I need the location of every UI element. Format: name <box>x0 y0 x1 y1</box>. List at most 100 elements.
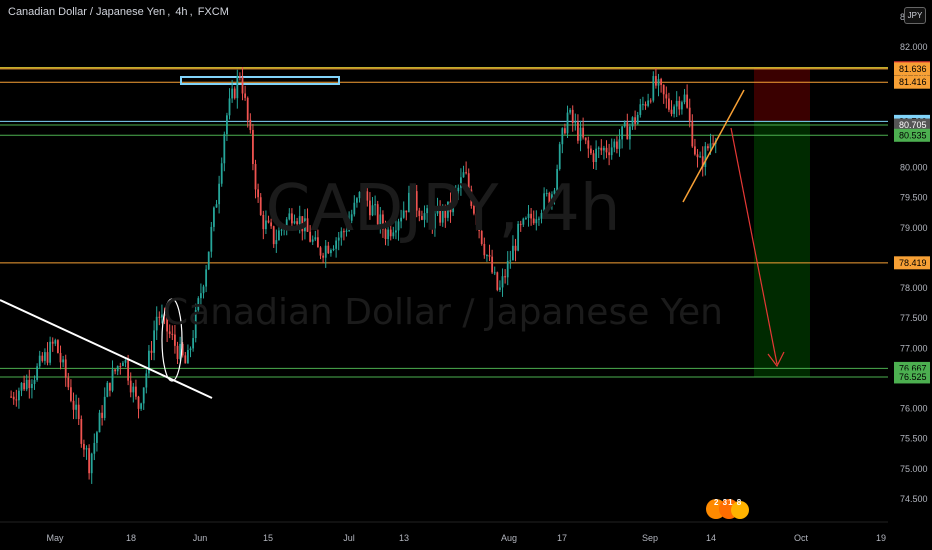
candle-body-206 <box>545 193 548 195</box>
candle-body-210 <box>556 169 559 191</box>
price-tick-9: 76.000 <box>900 404 928 414</box>
candle-body-12 <box>41 355 44 361</box>
candle-body-190 <box>504 276 507 278</box>
candle-body-231 <box>610 147 613 156</box>
candle-body-220 <box>582 127 585 138</box>
candle-body-165 <box>439 207 442 223</box>
candle-body-105 <box>283 228 286 230</box>
candle-body-198 <box>525 217 527 219</box>
price-tick-10: 75.500 <box>900 434 928 444</box>
candle-body-157 <box>418 210 421 217</box>
price-axis[interactable]: 82.00081.50080.50080.00079.50079.00078.0… <box>888 0 932 550</box>
candle-body-42 <box>119 366 122 368</box>
highlight-ellipse <box>161 298 183 382</box>
candle-body-134 <box>358 191 361 199</box>
candle-body-258 <box>681 102 683 110</box>
candle-body-211 <box>558 144 561 170</box>
time-axis[interactable]: May 18 Jun 15 Jul 13 Aug 17 Sep 14 Oct 19 <box>0 521 888 543</box>
candle-body-238 <box>629 126 631 140</box>
candle-body-224 <box>592 153 595 162</box>
candle-body-266 <box>701 156 704 168</box>
candle-body-214 <box>566 112 569 134</box>
time-tick-3: 15 <box>263 533 273 543</box>
candle-body-45 <box>127 360 130 381</box>
candle-body-28 <box>83 443 85 450</box>
price-tick-top: 8 <box>900 12 905 22</box>
candle-body-115 <box>309 231 312 242</box>
candle-body-138 <box>369 200 371 216</box>
candle-body-197 <box>522 218 525 225</box>
candle-body-98 <box>265 220 267 230</box>
time-tick-5: 13 <box>399 533 409 543</box>
price-tick-5: 79.000 <box>900 223 928 233</box>
candle-body-97 <box>262 214 265 230</box>
resistance-box <box>180 76 340 85</box>
candle-body-118 <box>317 237 319 248</box>
candle-body-32 <box>93 442 96 454</box>
candle-body-234 <box>618 139 621 149</box>
target-zone <box>754 121 810 377</box>
candle-body-17 <box>54 340 57 344</box>
candle-body-153 <box>408 192 410 213</box>
candle-body-63 <box>174 334 176 346</box>
time-tick-1: 18 <box>126 533 136 543</box>
candle-body-9 <box>33 379 36 384</box>
candle-body-173 <box>460 177 462 188</box>
candle-body-245 <box>647 100 650 106</box>
candle-body-175 <box>465 172 468 174</box>
instrument-name: Canadian Dollar / Japanese Yen <box>8 6 166 18</box>
candle-body-61 <box>168 331 171 334</box>
candle-body-155 <box>413 191 416 209</box>
currency-button[interactable]: JPY <box>904 7 926 24</box>
candle-body-241 <box>636 114 639 124</box>
candle-body-124 <box>332 248 335 251</box>
candle-body-269 <box>709 143 712 149</box>
candle-body-128 <box>343 231 345 233</box>
forecast-arrowhead <box>767 351 785 368</box>
candle-body-90 <box>244 93 247 98</box>
candle-body-55 <box>153 330 156 353</box>
candle-body-67 <box>184 355 187 364</box>
candle-body-130 <box>348 220 351 231</box>
candle-body-154 <box>410 192 413 209</box>
price-tick-4: 79.500 <box>900 193 928 203</box>
candle-body-99 <box>267 220 270 223</box>
candle-body-36 <box>103 396 106 418</box>
candle-body-69 <box>189 348 192 351</box>
candle-body-183 <box>486 255 488 257</box>
candle-body-57 <box>158 316 161 318</box>
candle-body-108 <box>291 213 293 224</box>
candle-body-1 <box>12 396 15 400</box>
exchange-label: FXCM <box>197 6 229 18</box>
candle-body-142 <box>379 214 382 225</box>
rising-wedge-line <box>682 89 745 203</box>
candle-body-252 <box>665 94 668 99</box>
price-label-bg-8 <box>894 370 930 384</box>
candle-body-150 <box>400 217 403 222</box>
candle-body-248 <box>655 76 657 86</box>
price-label-bg-6 <box>894 256 930 270</box>
candle-body-38 <box>109 382 111 391</box>
price-tick-12: 74.500 <box>900 494 928 504</box>
candle-body-20 <box>62 359 65 363</box>
candle-body-204 <box>540 213 543 219</box>
candle-body-133 <box>356 198 358 203</box>
candle-body-65 <box>179 343 182 359</box>
candle-body-66 <box>181 343 184 356</box>
candle-body-119 <box>319 247 322 256</box>
candle-body-195 <box>517 223 520 251</box>
candle-body-27 <box>80 419 83 444</box>
candle-body-219 <box>579 127 582 141</box>
time-tick-10: Oct <box>794 533 809 543</box>
time-tick-9: 14 <box>706 533 716 543</box>
candle-body-15 <box>49 341 52 363</box>
candle-body-261 <box>688 107 691 121</box>
candle-body-167 <box>444 207 447 218</box>
candle-body-29 <box>85 448 88 450</box>
candle-body-30 <box>88 448 91 474</box>
time-tick-7: 17 <box>557 533 567 543</box>
chart-title[interactable]: Canadian Dollar / Japanese Yen, 4h, FXCM <box>8 6 229 18</box>
candle-body-53 <box>148 350 150 374</box>
time-tick-2: Jun <box>193 533 208 543</box>
